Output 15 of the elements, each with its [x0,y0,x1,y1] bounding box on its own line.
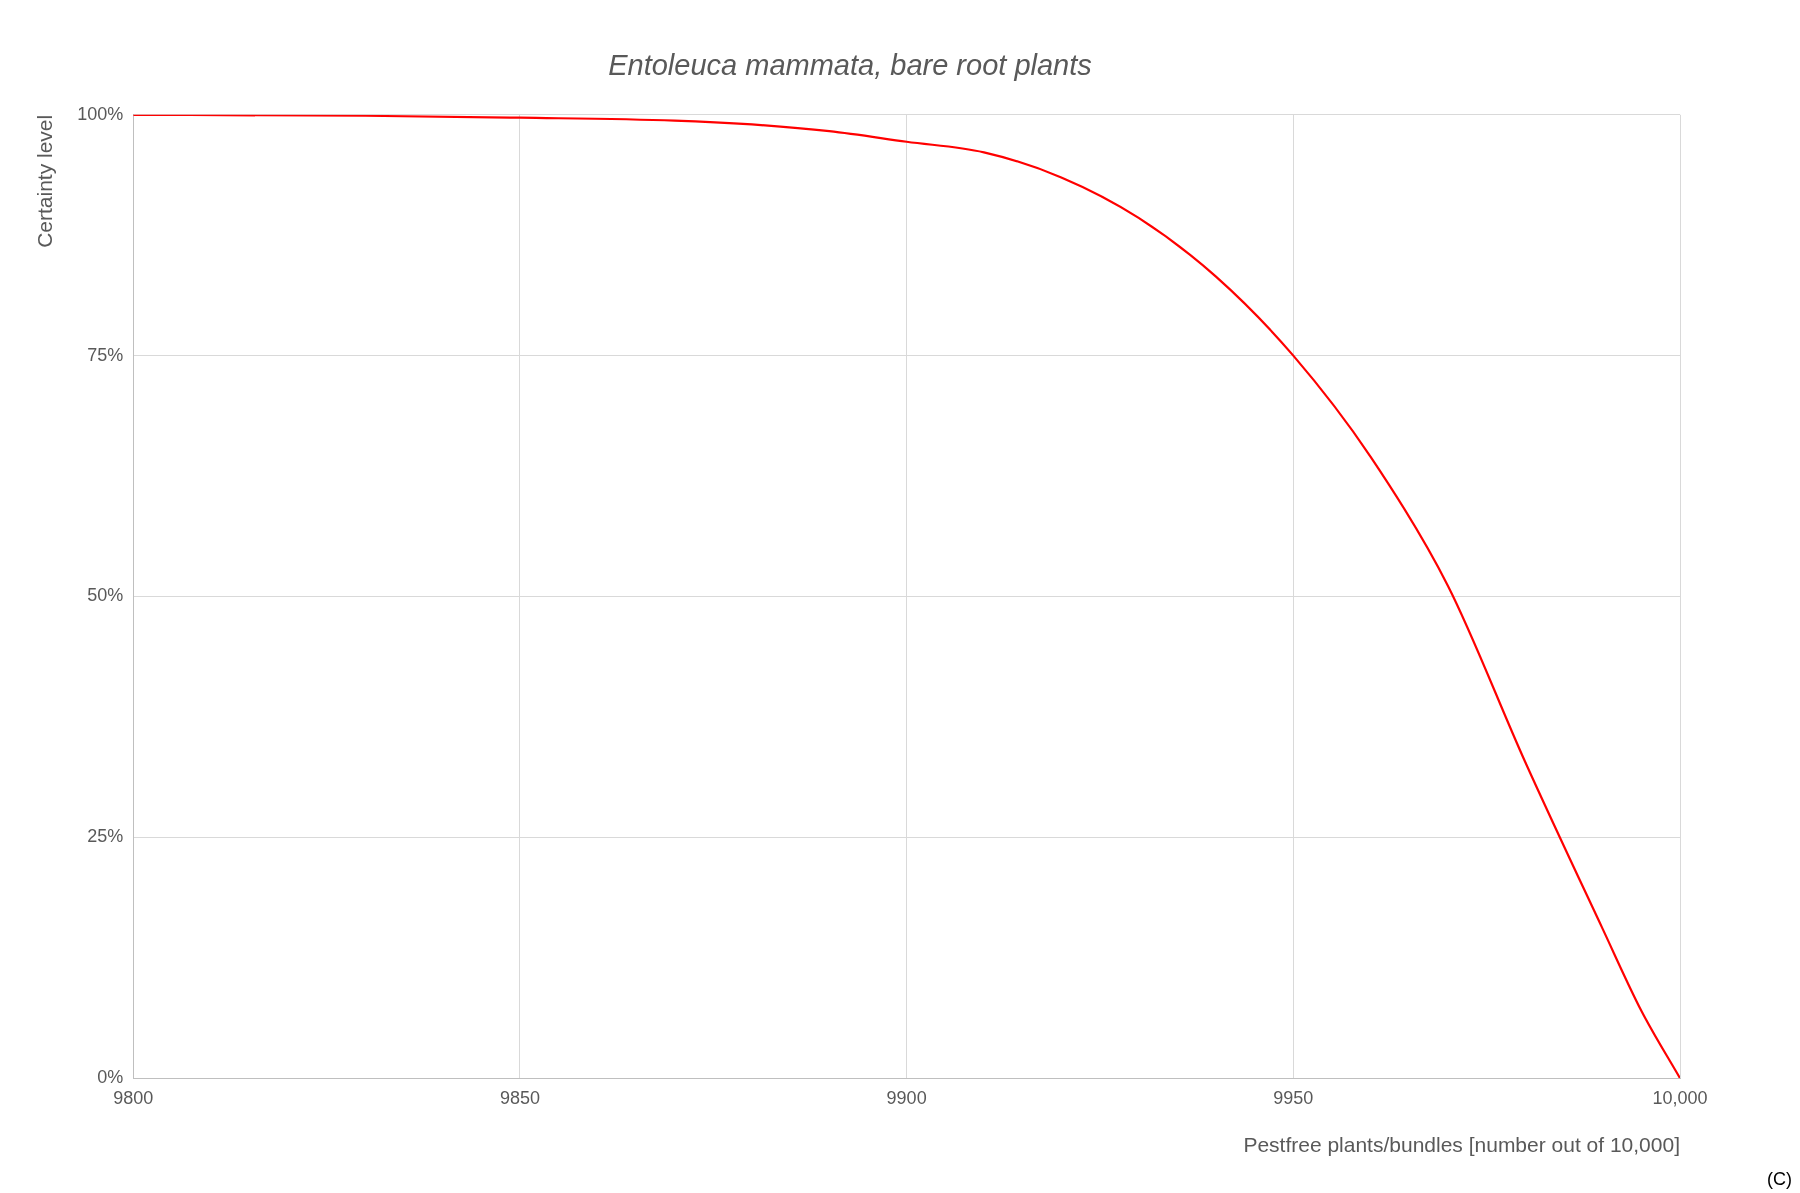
y-tick-label: 100% [77,103,124,124]
x-tick-label: 9850 [499,1087,540,1108]
y-tick-label: 25% [87,826,124,847]
y-tick-label: 50% [87,585,124,606]
y-axis-title: Certainty level [33,114,57,248]
text: (C) [1767,1168,1792,1189]
chart-title: Entoleuca mammata, bare root plants [608,49,1092,82]
x-tick-label: 10,000 [1652,1087,1708,1108]
x-tick-label: 9800 [113,1087,154,1108]
x-tick-label: 9950 [1273,1087,1314,1108]
y-tick-label: 75% [87,344,124,365]
x-tick-label: 9900 [886,1087,927,1108]
x-axis-title: Pestfree plants/bundles [number out of 10,000] [1243,1133,1680,1157]
y-tick-label: 0% [97,1067,124,1088]
line-series [133,114,1680,1079]
